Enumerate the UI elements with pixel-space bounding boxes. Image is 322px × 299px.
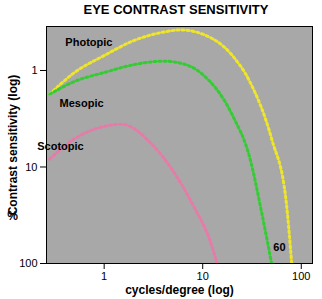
- svg-text:Scotopic: Scotopic: [37, 140, 83, 152]
- svg-text:1: 1: [101, 270, 107, 282]
- svg-text:10: 10: [25, 161, 37, 173]
- svg-text:Photopic: Photopic: [65, 36, 112, 48]
- svg-text:1: 1: [31, 64, 37, 76]
- svg-text:%: %: [7, 209, 18, 223]
- svg-text:cycles/degree (log): cycles/degree (log): [125, 283, 234, 297]
- html-text:EYE CONTRAST SENSITIVITY: EYE CONTRAST SENSITIVITY: [83, 2, 269, 17]
- svg-text:Contrast sensitivity (log): Contrast sensitivity (log): [6, 75, 20, 216]
- svg-text:100: 100: [19, 257, 37, 269]
- svg-text:60: 60: [273, 241, 285, 253]
- svg-text:100: 100: [292, 270, 310, 282]
- svg-text:Mesopic: Mesopic: [60, 97, 104, 109]
- svg-text:10: 10: [197, 270, 209, 282]
